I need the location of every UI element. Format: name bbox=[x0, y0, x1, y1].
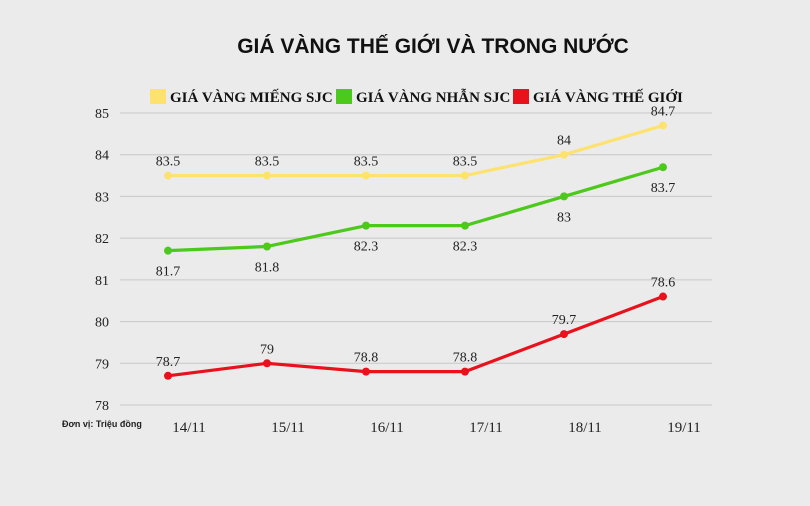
data-label: 78.6 bbox=[651, 276, 676, 291]
y-tick-label: 85 bbox=[95, 107, 109, 122]
x-tick-label: 14/11 bbox=[172, 420, 206, 436]
chart-title: GIÁ VÀNG THẾ GIỚI VÀ TRONG NƯỚC bbox=[237, 34, 629, 58]
data-point bbox=[164, 246, 172, 255]
data-point bbox=[659, 121, 667, 130]
legend: GIÁ VÀNG MIẾNG SJC GIÁ VÀNG NHẪN SJC GIÁ V… bbox=[150, 88, 683, 106]
data-point bbox=[461, 171, 469, 180]
data-point bbox=[659, 292, 667, 301]
series-line bbox=[166, 294, 665, 378]
grid bbox=[120, 112, 712, 406]
legend-swatch bbox=[513, 89, 529, 104]
x-tick-label: 15/11 bbox=[271, 420, 305, 436]
data-label: 84 bbox=[557, 134, 571, 149]
data-label: 84.7 bbox=[651, 105, 676, 120]
data-label: 83.5 bbox=[354, 155, 379, 170]
y-axis: 78 79 80 81 82 83 84 85 bbox=[95, 107, 109, 414]
data-point bbox=[263, 359, 271, 368]
y-tick-label: 78 bbox=[95, 399, 109, 414]
legend-swatch bbox=[336, 89, 352, 104]
data-label: 78.8 bbox=[453, 351, 478, 366]
data-point bbox=[560, 330, 568, 339]
data-label: 83.7 bbox=[651, 181, 676, 196]
data-point bbox=[362, 171, 370, 180]
x-axis: 14/11 15/11 16/11 17/11 18/11 19/11 bbox=[172, 420, 701, 436]
x-tick-label: 17/11 bbox=[469, 420, 503, 436]
data-label: 78.8 bbox=[354, 351, 379, 366]
data-label: 81.7 bbox=[156, 265, 181, 280]
x-tick-label: 19/11 bbox=[667, 420, 701, 436]
data-label: 83 bbox=[557, 210, 571, 225]
series-line bbox=[166, 165, 665, 253]
series-line bbox=[166, 123, 665, 178]
x-tick-label: 16/11 bbox=[370, 420, 404, 436]
data-point bbox=[362, 367, 370, 376]
data-label: 79.7 bbox=[552, 313, 577, 328]
legend-swatch bbox=[150, 89, 166, 104]
data-point bbox=[362, 221, 370, 230]
legend-item: GIÁ VÀNG MIẾNG SJC bbox=[150, 89, 333, 106]
data-label: 82.3 bbox=[354, 240, 379, 255]
data-point bbox=[164, 171, 172, 180]
legend-label: GIÁ VÀNG NHẪN SJC bbox=[356, 88, 510, 106]
y-tick-label: 79 bbox=[95, 357, 109, 372]
y-tick-label: 83 bbox=[95, 190, 109, 205]
data-label: 78.7 bbox=[156, 355, 181, 370]
data-label: 83.5 bbox=[255, 155, 280, 170]
unit-label: Đơn vị: Triệu đồng bbox=[62, 419, 142, 429]
y-tick-label: 81 bbox=[95, 274, 109, 289]
y-tick-label: 80 bbox=[95, 316, 109, 331]
legend-item: GIÁ VÀNG NHẪN SJC bbox=[336, 88, 510, 106]
data-point bbox=[659, 163, 667, 172]
y-tick-label: 84 bbox=[95, 149, 109, 164]
series-group bbox=[164, 121, 667, 380]
data-point bbox=[263, 171, 271, 180]
legend-item: GIÁ VÀNG THẾ GIỚI bbox=[513, 89, 683, 106]
data-point bbox=[461, 221, 469, 230]
data-point bbox=[263, 242, 271, 251]
y-tick-label: 82 bbox=[95, 232, 109, 247]
legend-label: GIÁ VÀNG MIẾNG SJC bbox=[170, 89, 333, 106]
data-label: 79 bbox=[260, 342, 274, 357]
data-label: 82.3 bbox=[453, 240, 478, 255]
data-label: 81.8 bbox=[255, 260, 280, 275]
data-point bbox=[560, 192, 568, 201]
data-point bbox=[560, 150, 568, 159]
data-labels: 83.5 83.5 83.5 83.5 84 84.7 81.7 81.8 82.3 82.3 83… bbox=[156, 105, 676, 370]
data-point bbox=[164, 371, 172, 380]
legend-label: GIÁ VÀNG THẾ GIỚI bbox=[533, 89, 683, 106]
data-label: 83.5 bbox=[453, 155, 478, 170]
data-point bbox=[461, 367, 469, 376]
data-label: 83.5 bbox=[156, 155, 181, 170]
x-tick-label: 18/11 bbox=[568, 420, 602, 436]
